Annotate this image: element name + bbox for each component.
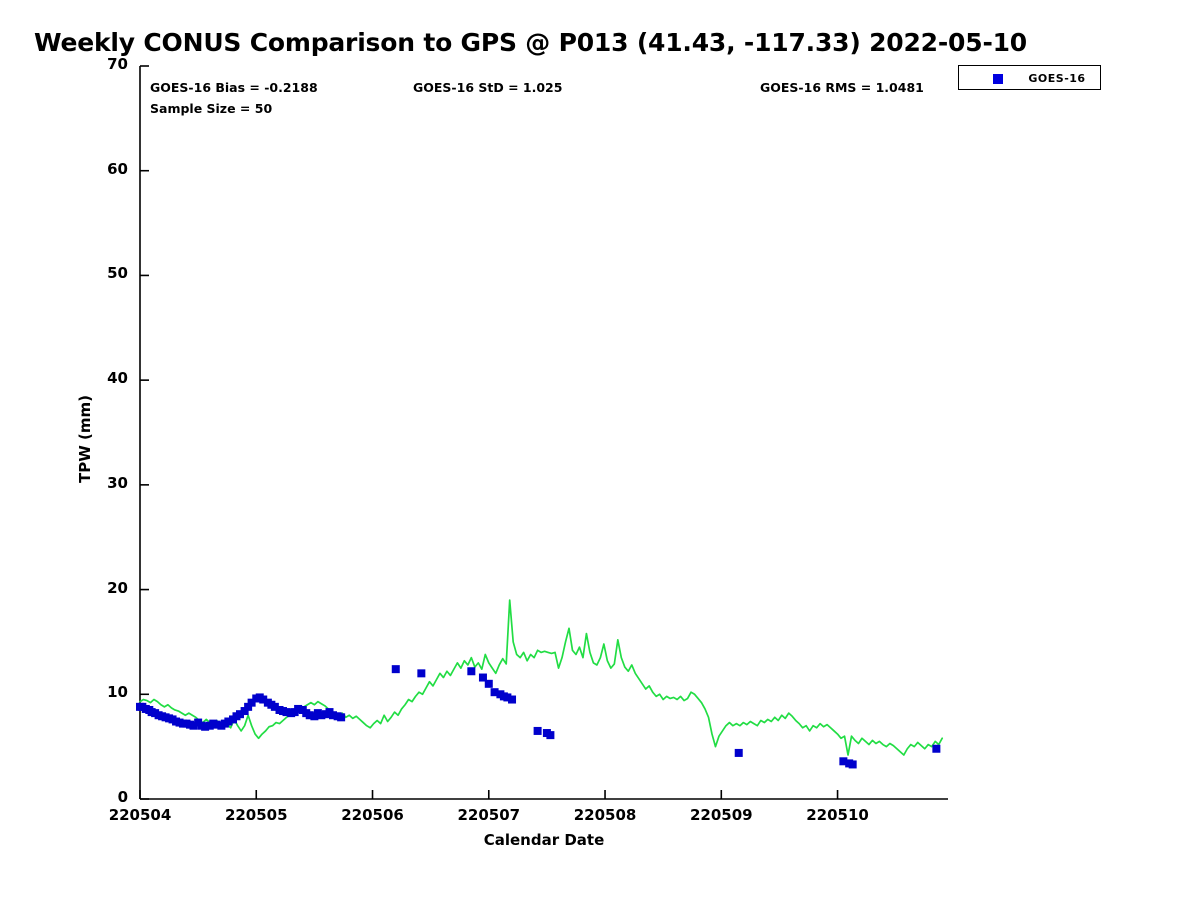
data-point xyxy=(282,708,291,717)
data-point xyxy=(848,760,857,769)
chart-title: Weekly CONUS Comparison to GPS @ P013 (4… xyxy=(34,28,1028,57)
y-tick-label: 50 xyxy=(107,264,128,283)
y-tick-label: 20 xyxy=(107,578,128,597)
data-point xyxy=(337,713,346,722)
x-axis-label: Calendar Date xyxy=(483,831,605,849)
x-tick-label: 220505 xyxy=(224,806,288,824)
data-point xyxy=(391,665,400,674)
y-tick-label: 40 xyxy=(107,369,128,388)
data-point xyxy=(201,722,210,731)
data-point xyxy=(317,711,326,720)
data-point xyxy=(247,698,256,707)
data-point xyxy=(932,744,941,753)
legend: GOES-16 xyxy=(958,65,1101,90)
y-tick-label: 60 xyxy=(107,159,128,178)
y-tick-label: 10 xyxy=(107,683,128,702)
data-point xyxy=(235,710,244,719)
stat-std: GOES-16 StD = 1.025 xyxy=(413,80,563,95)
data-point xyxy=(224,717,233,726)
stat-rms: GOES-16 RMS = 1.0481 xyxy=(760,80,924,95)
data-point xyxy=(259,695,268,704)
data-point xyxy=(734,748,743,757)
y-tick-label: 30 xyxy=(107,473,128,492)
stat-bias: GOES-16 Bias = -0.2188 xyxy=(150,80,318,95)
data-point xyxy=(467,667,476,676)
data-point xyxy=(490,688,499,697)
data-point xyxy=(294,704,303,713)
x-tick-label: 220507 xyxy=(457,806,521,824)
data-point xyxy=(270,702,279,711)
x-tick-label: 220508 xyxy=(573,806,637,824)
data-point xyxy=(189,721,198,730)
data-point xyxy=(484,679,493,688)
legend-label-goes16: GOES-16 xyxy=(1028,72,1086,85)
legend-marker-goes16 xyxy=(993,74,1003,84)
data-point xyxy=(503,693,512,702)
x-tick-label: 220506 xyxy=(341,806,404,824)
data-point xyxy=(244,702,253,711)
series-points-goes-16 xyxy=(136,665,941,769)
data-point xyxy=(212,720,221,729)
data-point xyxy=(533,726,542,735)
x-tick-label: 220509 xyxy=(689,806,753,824)
series-line-gps xyxy=(139,599,944,756)
data-point xyxy=(328,711,337,720)
y-tick-label: 0 xyxy=(117,788,128,806)
x-tick-label: 220504 xyxy=(108,806,172,824)
data-point xyxy=(478,673,487,682)
data-point xyxy=(305,711,314,720)
stat-sample-size: Sample Size = 50 xyxy=(150,101,273,116)
data-point xyxy=(240,707,249,716)
data-point xyxy=(839,757,848,766)
data-point xyxy=(417,669,426,678)
x-tick-label: 220510 xyxy=(806,806,869,824)
data-point xyxy=(508,695,517,704)
data-point xyxy=(546,731,555,740)
y-tick-label: 70 xyxy=(107,55,128,73)
